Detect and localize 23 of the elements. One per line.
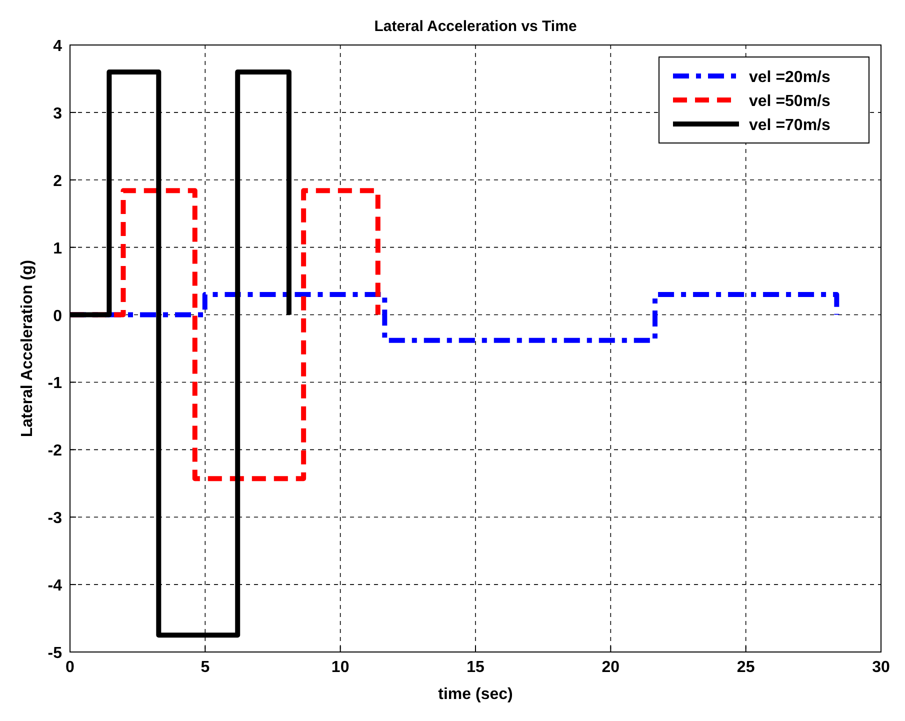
x-tick-label: 5: [200, 659, 210, 676]
y-axis-title: Lateral Acceleration (g): [19, 260, 36, 438]
legend-label: vel =50m/s: [749, 93, 830, 110]
x-tick-label: 10: [331, 659, 350, 676]
chart-title: Lateral Acceleration vs Time: [374, 18, 577, 35]
y-tick-label: -5: [48, 645, 62, 662]
y-tick-label: 2: [53, 172, 62, 190]
x-axis-title: time (sec): [438, 686, 513, 703]
y-tick-label: -2: [48, 442, 62, 460]
legend-label: vel =70m/s: [749, 117, 830, 134]
x-tick-label: 20: [602, 659, 620, 676]
x-tick-label: 0: [66, 659, 75, 676]
legend-label: vel =20m/s: [749, 69, 830, 86]
y-tick-label: 1: [53, 240, 62, 258]
y-tick-label: 3: [53, 105, 62, 122]
y-tick-label: 0: [53, 308, 62, 325]
x-tick-label: 25: [736, 659, 755, 676]
y-tick-label: -3: [48, 510, 62, 528]
y-tick-label: 4: [53, 38, 62, 55]
x-tick-label: 15: [466, 659, 484, 676]
y-tick-label: -1: [48, 375, 62, 392]
x-tick-label: 30: [872, 659, 890, 676]
y-tick-label: -4: [48, 578, 62, 595]
